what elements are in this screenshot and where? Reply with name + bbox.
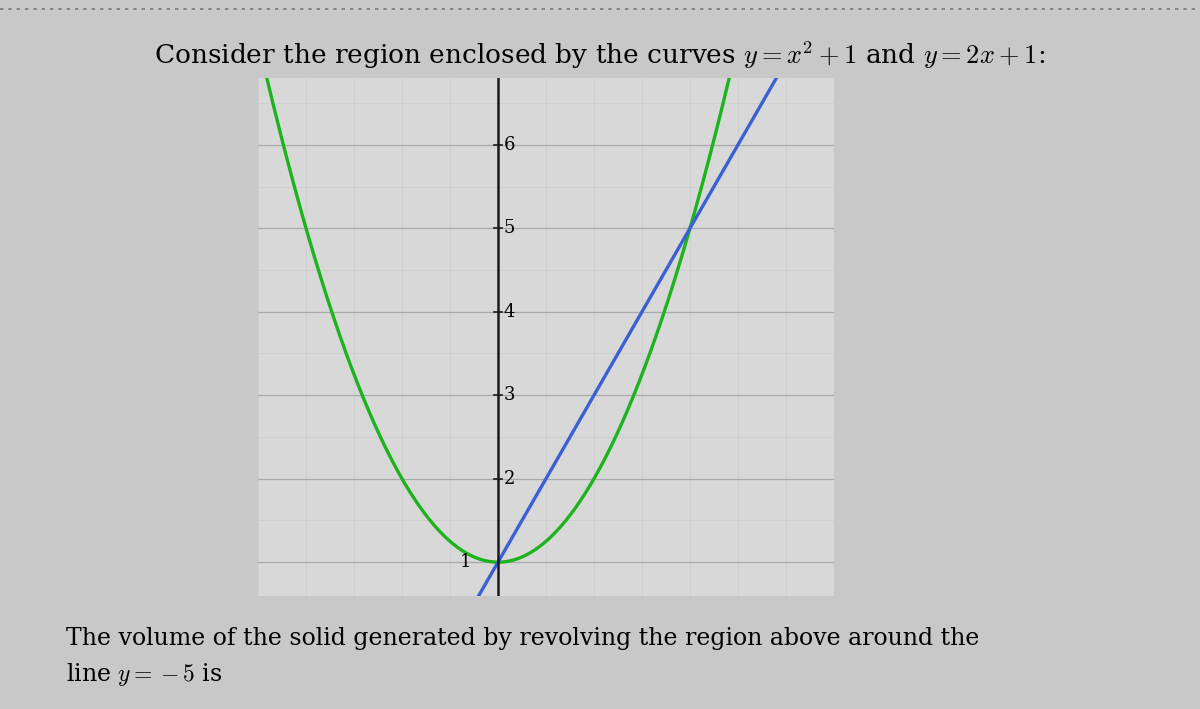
Text: 5: 5	[504, 219, 515, 238]
Text: 6: 6	[504, 135, 515, 154]
Text: Consider the region enclosed by the curves $y = x^2 + 1$ and $y = 2x + 1$:: Consider the region enclosed by the curv…	[155, 39, 1045, 71]
Text: line $y = -5$ is: line $y = -5$ is	[66, 661, 222, 688]
Text: 1: 1	[460, 553, 472, 571]
Text: The volume of the solid generated by revolving the region above around the: The volume of the solid generated by rev…	[66, 627, 979, 650]
Text: 2: 2	[504, 469, 515, 488]
Text: 3: 3	[504, 386, 515, 404]
Text: 4: 4	[504, 303, 515, 320]
